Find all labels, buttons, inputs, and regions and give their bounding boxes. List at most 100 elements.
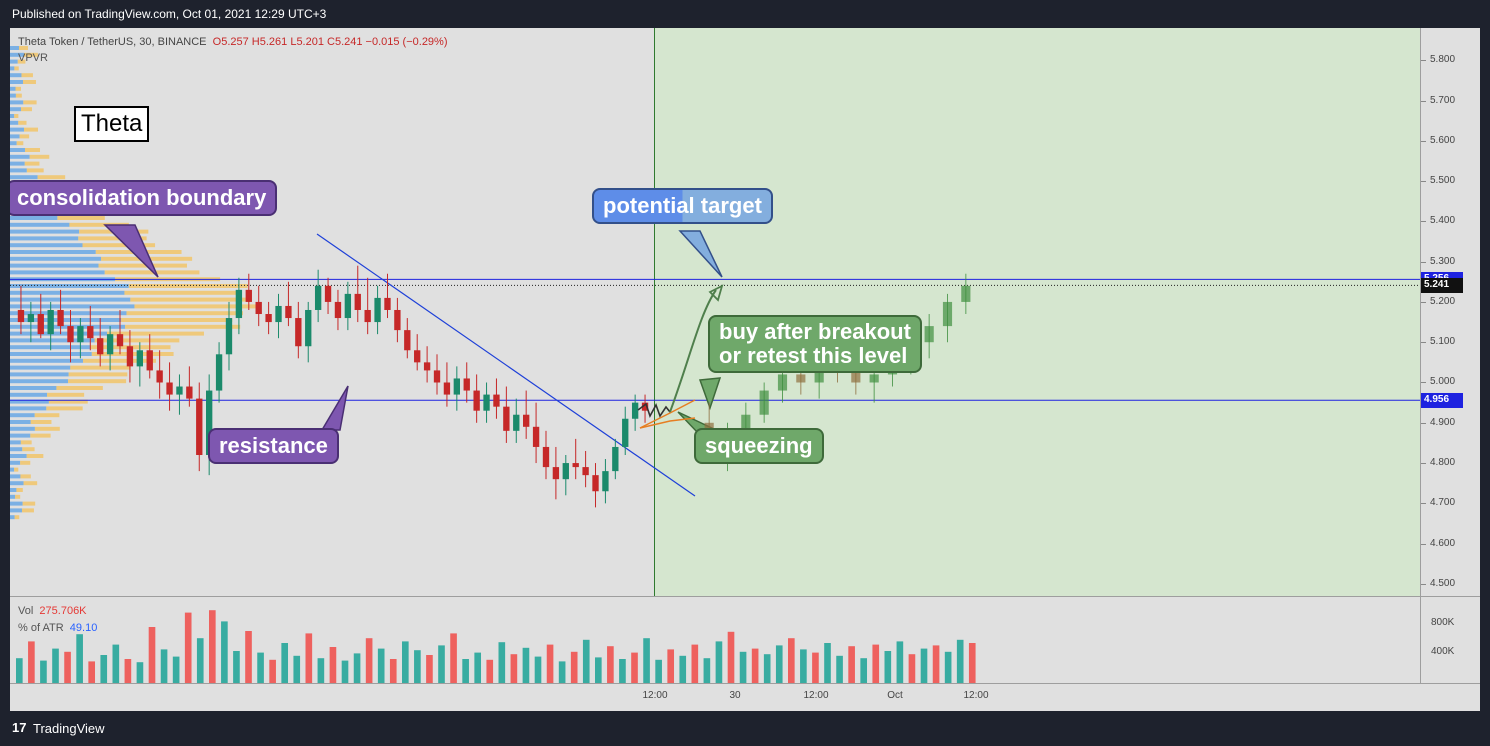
vpvr-up-bar — [10, 80, 23, 84]
volume-bar — [715, 641, 723, 683]
volume-bar — [582, 639, 590, 683]
candle-body — [225, 318, 233, 355]
candle-body — [354, 293, 361, 310]
volume-bar — [257, 652, 264, 683]
volume-bar — [377, 648, 385, 683]
vpvr-up-bar — [10, 175, 38, 180]
breakout-line2: or retest this level — [719, 343, 908, 369]
vpvr-up-bar — [10, 345, 91, 350]
vpvr-down-bar — [14, 515, 20, 520]
volume-bar — [944, 651, 952, 683]
volume-bar — [824, 643, 831, 683]
vpvr-up-bar — [10, 433, 31, 438]
vpvr-down-bar — [26, 454, 44, 458]
resistance-pointer — [320, 385, 349, 431]
candle-body — [146, 350, 153, 371]
breakout-arrowhead — [708, 284, 724, 302]
future-projection-zone — [654, 28, 1420, 596]
volume-bar — [607, 646, 614, 683]
volume-bar — [124, 659, 132, 683]
volume-bar — [160, 649, 168, 683]
volume-bar — [558, 661, 566, 683]
volume-bar — [112, 644, 120, 683]
vpvr-down-bar — [121, 318, 233, 322]
vpvr-up-bar — [10, 134, 20, 139]
vpvr-up-bar — [10, 392, 48, 397]
vpvr-up-bar — [10, 154, 30, 159]
projected-body — [741, 414, 751, 435]
vpvr-down-bar — [126, 311, 243, 316]
title-box[interactable]: Theta — [74, 106, 150, 142]
candle-body — [126, 346, 134, 367]
vol-tick-800k: 800K — [1431, 617, 1455, 628]
vpvr-down-bar — [82, 358, 156, 363]
vpvr-down-bar — [56, 386, 103, 390]
candle-body — [572, 463, 579, 468]
vpvr-down-bar — [24, 161, 40, 166]
volume-bar — [52, 648, 59, 683]
main-pane[interactable]: Theta Token / TetherUS, 30, BINANCE O5.2… — [10, 28, 1420, 596]
vpvr-up-bar — [10, 263, 99, 268]
vpvr-down-bar — [134, 304, 259, 309]
volume-bar — [727, 631, 735, 683]
price-tick: 4.500 — [1421, 578, 1480, 589]
brand-name[interactable]: TradingView — [33, 721, 105, 736]
vpvr-down-bar — [69, 222, 129, 227]
vol-label: Vol — [18, 605, 34, 617]
candle-body — [97, 338, 104, 355]
vpvr-up-bar — [10, 318, 122, 322]
candle-body — [542, 446, 550, 468]
vpvr-down-bar — [17, 59, 26, 64]
volume-bar — [932, 645, 940, 683]
vpvr-up-bar — [10, 86, 16, 91]
price-axis[interactable]: 5.800 5.700 5.600 5.500 5.400 5.300 5.200 5.100… — [1420, 28, 1480, 596]
price-tick: 5.800 — [1421, 54, 1480, 65]
candle-body — [592, 475, 599, 492]
published-bar: Published on TradingView.com, Oct 01, 20… — [0, 0, 1490, 28]
volume-pane[interactable]: Vol 275.706K % of ATR 49.10 — [10, 597, 1420, 683]
time-axis[interactable]: 12:00 30 12:00 Oct 12:00 — [10, 683, 1480, 711]
volume-bar — [293, 655, 301, 683]
vpvr-up-bar — [10, 148, 26, 152]
projected-body — [777, 374, 788, 391]
volume-bar — [148, 627, 156, 683]
vpvr-up-bar — [10, 236, 79, 241]
candle-body — [295, 318, 302, 347]
vpvr-down-bar — [82, 243, 156, 248]
volume-bar — [426, 655, 433, 683]
pane-separator[interactable] — [10, 596, 1480, 597]
volume-bar — [100, 655, 108, 683]
vpvr-up-bar — [10, 290, 125, 295]
resistance-callout[interactable]: resistance — [208, 428, 339, 465]
candle-body — [17, 309, 25, 323]
volume-bar — [800, 649, 807, 683]
volume-bar — [763, 654, 771, 683]
candle-body — [265, 314, 272, 323]
squeezing-callout[interactable]: squeezing — [694, 428, 824, 465]
candle-body — [374, 297, 381, 323]
vpvr-down-bar — [19, 46, 28, 50]
candle-body — [196, 398, 203, 456]
tradingview-logo-icon[interactable]: 17 — [12, 720, 27, 735]
breakout-callout[interactable]: buy after breakout or retest this level — [708, 315, 922, 374]
atr-legend: % of ATR 49.10 — [18, 622, 97, 634]
price-tick: 5.700 — [1421, 95, 1480, 106]
volume-legend: Vol 275.706K — [18, 605, 87, 617]
target-callout[interactable]: potential target — [592, 188, 773, 225]
volume-bar — [269, 659, 276, 683]
candle-body — [344, 293, 352, 319]
volume-bar — [438, 645, 445, 683]
vpvr-down-bar — [68, 379, 127, 384]
volume-axis[interactable]: 800K 400K — [1420, 597, 1480, 683]
volume-bar — [245, 631, 252, 683]
price-tick: 4.700 — [1421, 497, 1480, 508]
projected-body — [961, 285, 971, 302]
projected-body — [796, 374, 806, 383]
vpvr-up-bar — [10, 386, 57, 390]
candle-body — [414, 350, 421, 363]
vpvr-up-bar — [10, 120, 19, 125]
candle-body — [612, 446, 619, 472]
volume-bar — [281, 643, 289, 683]
consolidation-callout[interactable]: consolidation boundary — [10, 180, 278, 217]
price-tick: 5.500 — [1421, 175, 1480, 186]
